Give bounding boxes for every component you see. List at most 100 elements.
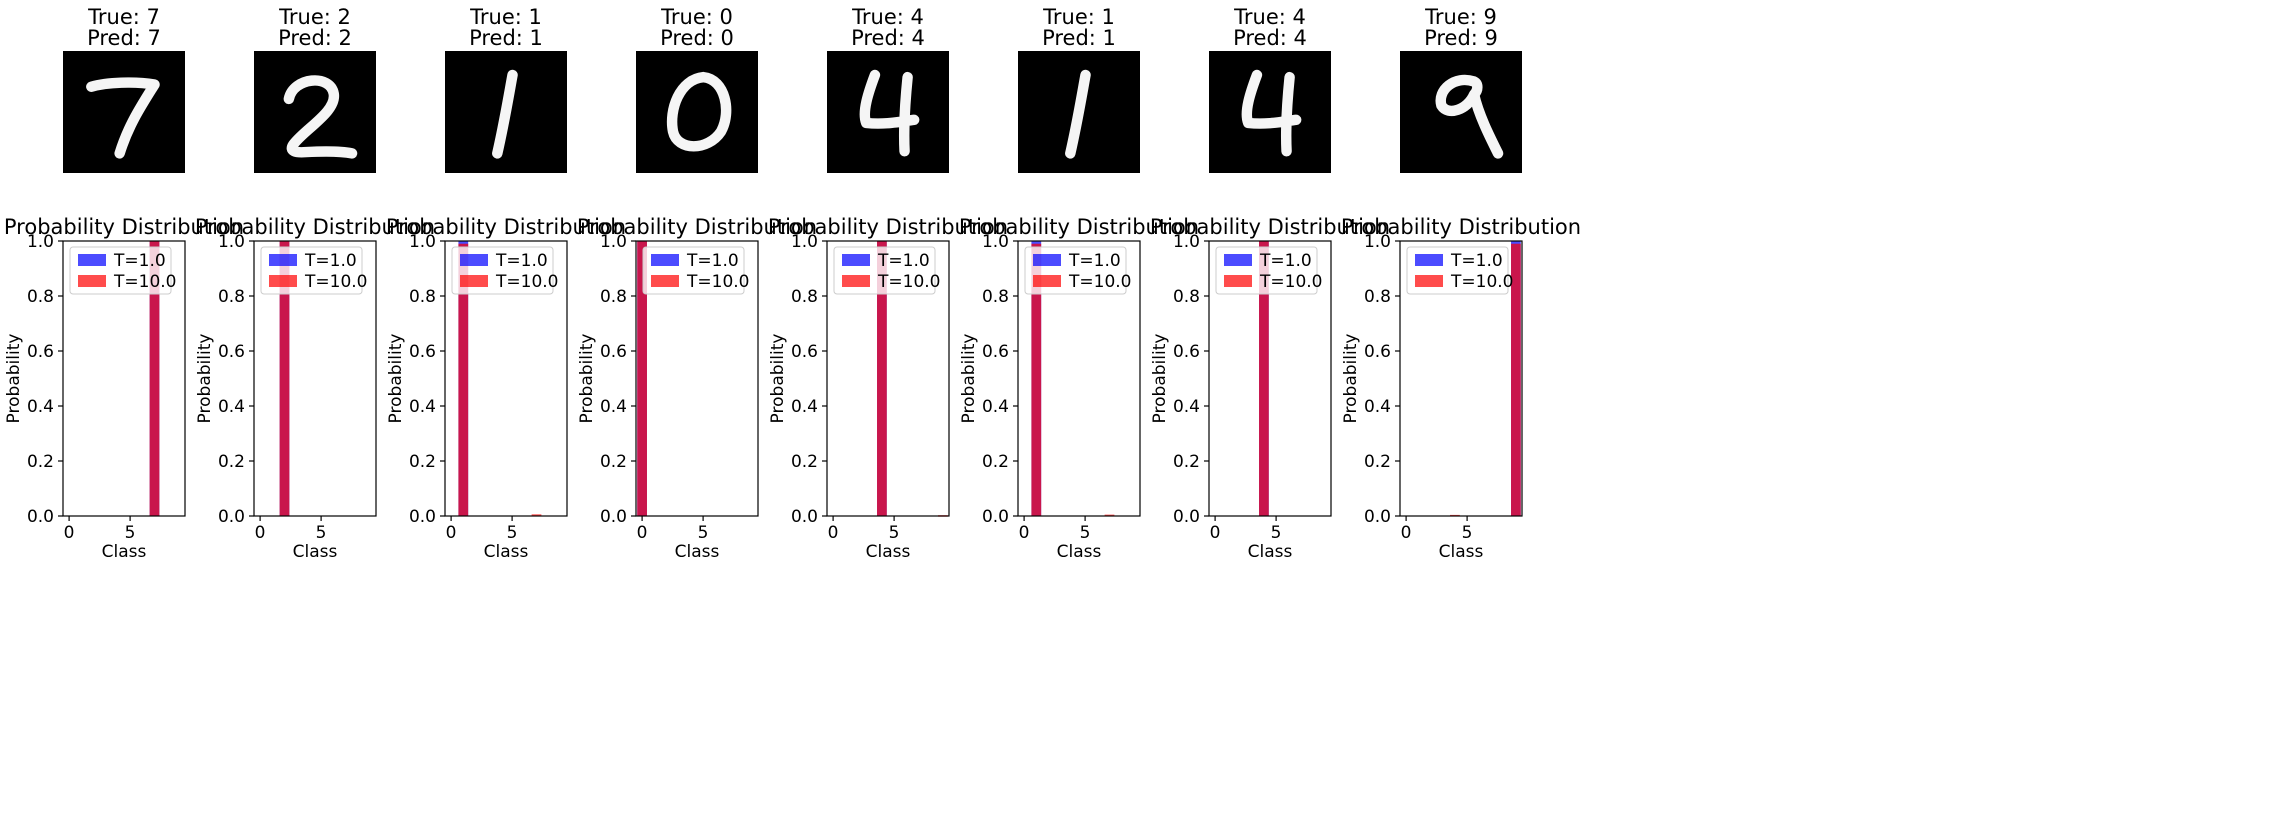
digit-stroke [283,75,358,159]
y-tick-label: 0.0 [27,507,54,527]
legend: T=1.0T=10.0 [69,246,176,295]
y-tick-label: 0.6 [1173,342,1200,362]
digit-stroke [86,77,160,159]
x-tick-label: 0 [64,523,75,543]
digit-image [827,51,949,173]
x-tick-label: 0 [828,523,839,543]
chart-title: Probability Distribution [768,215,1008,239]
pred-label: Pred: 0 [660,26,734,50]
x-tick-label: 0 [1401,523,1412,543]
legend-label: T=1.0 [304,251,357,271]
legend-swatch [269,275,297,287]
pred-label: Pred: 2 [278,26,352,50]
legend-label: T=1.0 [113,251,166,271]
y-tick-label: 0.4 [27,397,54,417]
y-axis-label: Probability [768,334,788,424]
legend-swatch [1033,254,1061,266]
digit-stroke [492,69,518,159]
y-tick-label: 0.6 [27,342,54,362]
x-tick-label: 0 [1019,523,1030,543]
y-tick-label: 1.0 [1364,232,1391,252]
digit-stroke [1065,69,1091,159]
y-tick-label: 0.6 [791,342,818,362]
x-tick-label: 5 [1462,523,1473,543]
digit-stroke [1435,74,1504,159]
legend-swatch [460,254,488,266]
x-tick-label: 5 [1080,523,1091,543]
legend-label: T=1.0 [686,251,739,271]
x-axis-label: Class [866,542,911,562]
y-tick-label: 0.8 [27,287,54,307]
x-axis-label: Class [484,542,529,562]
legend-label: T=10.0 [1068,272,1131,292]
y-axis-label: Probability [1150,334,1170,424]
y-tick-label: 1.0 [409,232,436,252]
legend-swatch [842,254,870,266]
y-tick-label: 0.6 [218,342,245,362]
axes-frame [253,240,377,517]
legend-swatch [1415,275,1443,287]
y-tick-label: 0.4 [1364,397,1391,417]
y-tick-label: 0.0 [1173,507,1200,527]
x-axis-label: Class [675,542,720,562]
legend-swatch [78,254,106,266]
true-label: True: 4 [1233,5,1306,29]
x-tick-label: 5 [316,523,327,543]
legend-label: T=1.0 [495,251,548,271]
bar-t10 [877,241,887,516]
y-tick-label: 0.2 [1364,452,1391,472]
y-tick-label: 1.0 [982,232,1009,252]
y-tick-label: 0.0 [409,507,436,527]
legend-label: T=10.0 [1450,272,1513,292]
y-tick-label: 0.8 [409,287,436,307]
digit-image [636,51,758,173]
y-tick-label: 0.2 [409,452,436,472]
chart-title: Probability Distribution [195,215,435,239]
legend-swatch [460,275,488,287]
y-tick-label: 0.2 [982,452,1009,472]
pred-label: Pred: 1 [469,26,543,50]
chart-title: Probability Distribution [4,215,244,239]
digit-image [1209,51,1331,173]
y-tick-label: 0.8 [791,287,818,307]
y-tick-label: 0.8 [1364,287,1391,307]
y-tick-label: 1.0 [791,232,818,252]
y-tick-label: 1.0 [218,232,245,252]
pred-label: Pred: 4 [1233,26,1307,50]
axes-frame [826,240,950,517]
y-tick-label: 0.0 [791,507,818,527]
legend-label: T=1.0 [1259,251,1312,271]
legend-label: T=10.0 [304,272,367,292]
true-label: True: 7 [87,5,160,29]
legend-swatch [269,254,297,266]
y-tick-label: 0.2 [600,452,627,472]
y-tick-label: 0.2 [1173,452,1200,472]
y-tick-label: 0.8 [982,287,1009,307]
legend-swatch [1033,275,1061,287]
legend-label: T=10.0 [877,272,940,292]
legend-swatch [1224,275,1252,287]
bar-t10 [531,514,542,516]
y-tick-label: 0.4 [600,397,627,417]
true-label: True: 2 [278,5,351,29]
legend-label: T=1.0 [877,251,930,271]
legend-label: T=1.0 [1450,251,1503,271]
legend: T=1.0T=10.0 [1215,246,1322,295]
x-tick-label: 0 [446,523,457,543]
y-tick-label: 0.6 [1364,342,1391,362]
axes-frame [1017,240,1141,517]
legend-swatch [1415,254,1443,266]
chart-title: Probability Distribution [1150,215,1390,239]
x-tick-label: 0 [1210,523,1221,543]
pred-label: Pred: 1 [1042,26,1116,50]
y-tick-label: 0.4 [409,397,436,417]
axes-frame [635,240,759,517]
